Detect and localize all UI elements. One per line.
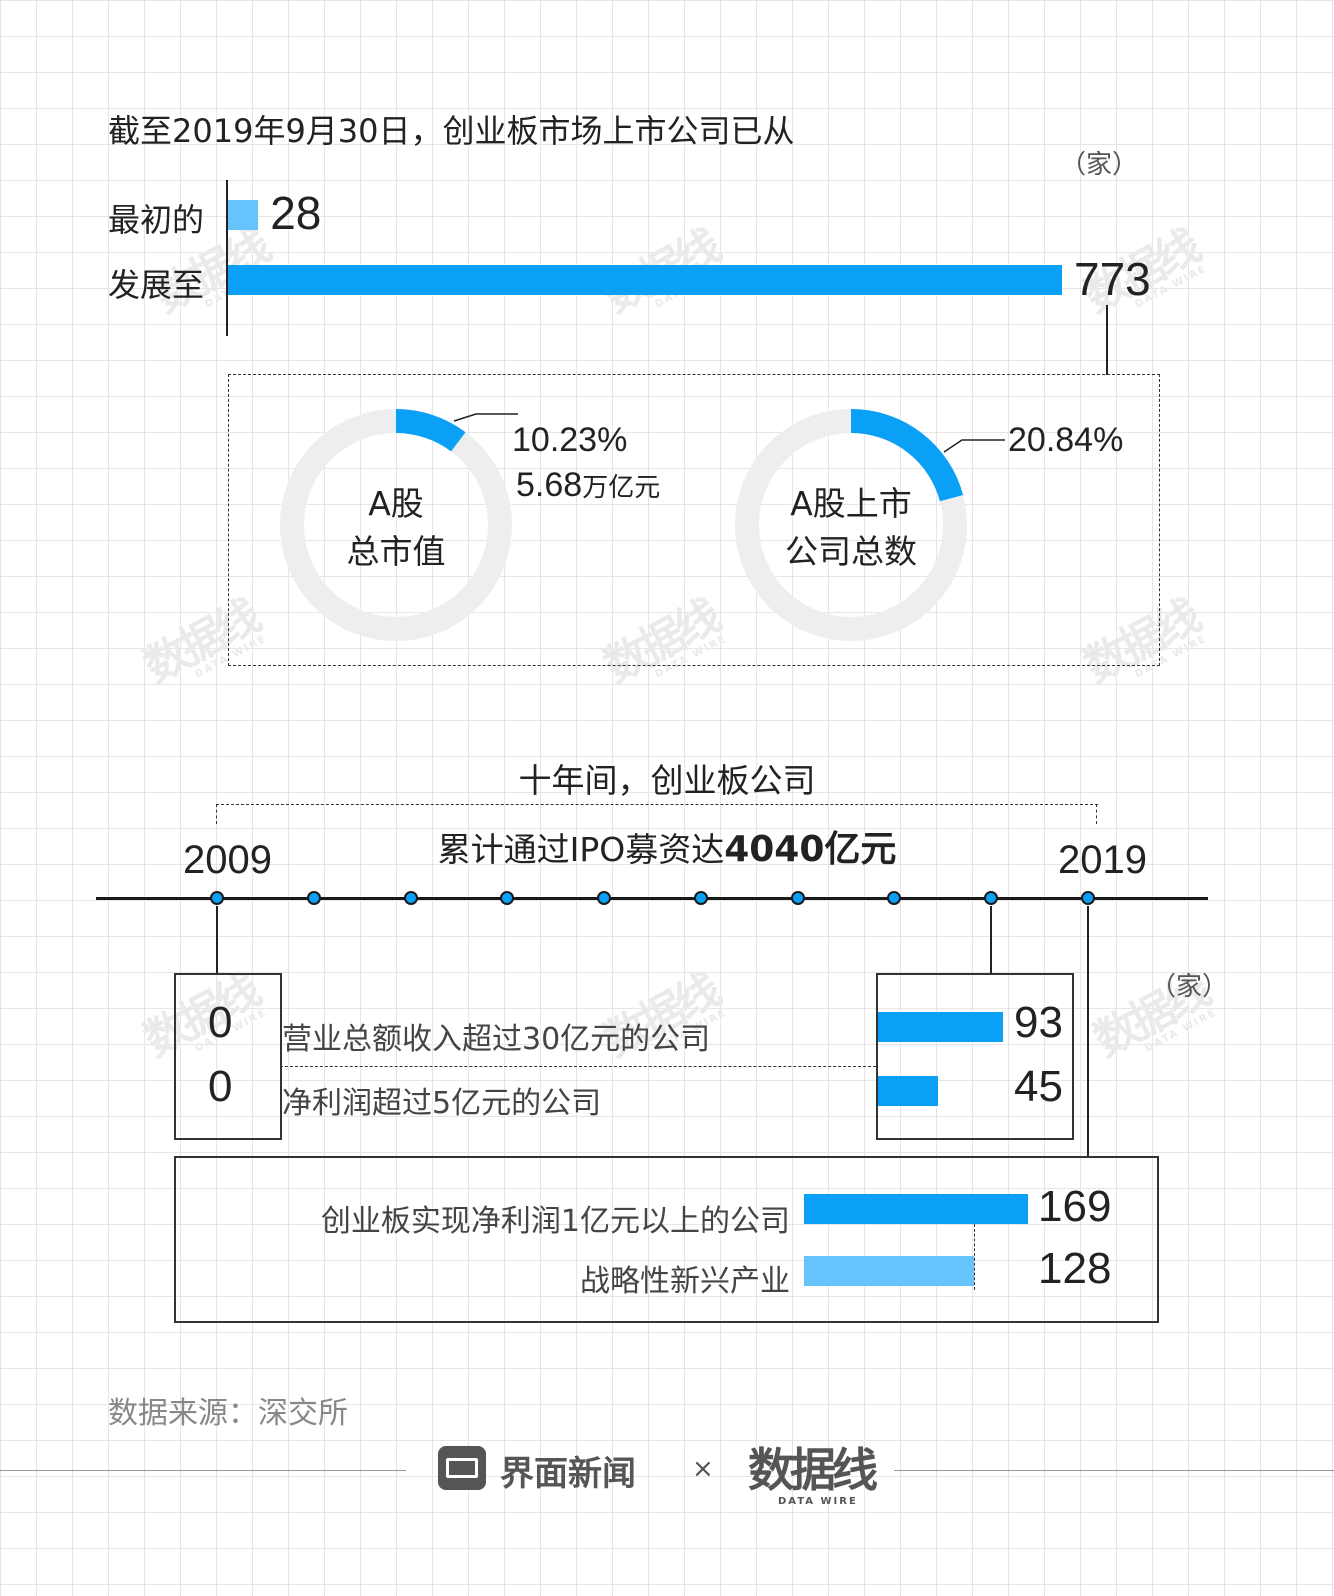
bottom-marker [973, 1224, 975, 1290]
donut-center-line: A股上市 [790, 484, 912, 523]
bar-axis [226, 180, 228, 336]
box-2019 [876, 973, 1074, 1140]
value-2019: 45 [1014, 1062, 1063, 1111]
timeline-dot [1081, 891, 1095, 905]
bottom-label: 创业板实现净利润1亿元以上的公司 [320, 1204, 790, 1239]
bar-value: 28 [270, 187, 322, 239]
source-note: 数据来源：深交所 [108, 1396, 348, 1431]
donut-center-label: A股 总市值 [296, 480, 496, 576]
timeline-title: 十年间，创业板公司 [518, 761, 816, 800]
bar-initial [228, 200, 259, 230]
subtitle-amount: 4040亿元 [724, 829, 897, 870]
bottom-label: 战略性新兴产业 [580, 1264, 790, 1299]
brand-name: 界面新闻 [500, 1454, 636, 1494]
timeline-dot [403, 891, 418, 905]
timeline-axis [96, 897, 1208, 900]
bar-value: 773 [1074, 253, 1151, 305]
timeline-dot [887, 891, 902, 905]
bracket-end [1096, 804, 1097, 824]
donut-arc-2 [850, 409, 964, 502]
connector-line [216, 906, 218, 974]
connector-line [990, 906, 992, 974]
end-year: 2019 [1058, 838, 1147, 882]
chart-title: 截至2019年9月30日，创业板市场上市公司已从 [108, 112, 795, 150]
leader-line-1 [453, 413, 518, 422]
leader-line-2 [943, 439, 1005, 453]
subtitle-prefix: 累计通过IPO募资达 [437, 830, 725, 869]
bar-current [228, 265, 1062, 295]
bottom-bar [804, 1256, 974, 1286]
compare-label: 营业总额收入超过30亿元的公司 [282, 1022, 711, 1057]
value-2009: 0 [208, 998, 233, 1047]
bottom-bar [804, 1194, 1028, 1224]
timeline-dot [500, 891, 515, 905]
unit-label: （家） [1150, 972, 1229, 1002]
bar-label: 最初的 [108, 201, 205, 239]
donut-svg [280, 409, 1005, 641]
timeline-dot [210, 891, 224, 905]
timeline-dot [597, 891, 612, 905]
donut-pct-label: 10.23% [512, 421, 628, 459]
brand-logo-icon [438, 1446, 486, 1490]
timeline-dot [693, 891, 708, 905]
donut-center-line: 总市值 [346, 532, 446, 571]
donut-arc-1 [395, 409, 466, 452]
start-year: 2009 [183, 838, 272, 882]
compare-label: 净利润超过5亿元的公司 [282, 1086, 602, 1121]
donut-panel [228, 374, 1160, 666]
bracket-end [216, 804, 217, 824]
timeline-dot [790, 891, 805, 905]
compare-divider [280, 1066, 876, 1067]
box-2009 [174, 973, 282, 1140]
times-symbol: × [692, 1454, 714, 1484]
donut-pct-label: 20.84% [1008, 421, 1124, 459]
value-2019: 93 [1014, 998, 1063, 1047]
donut-center-label: A股上市 公司总数 [751, 480, 951, 576]
partner-logo-sub: DATA WIRE [778, 1496, 858, 1507]
footer-rule [0, 1470, 406, 1471]
bar-2019 [878, 1012, 1003, 1042]
value-2009: 0 [208, 1062, 233, 1111]
timeline-dot [984, 891, 999, 905]
bottom-panel [174, 1156, 1159, 1323]
connector-line [1106, 305, 1108, 375]
bottom-value: 128 [1038, 1244, 1112, 1293]
connector-line [1087, 906, 1089, 1156]
timeline-subtitle: 累计通过IPO募资达4040亿元 [0, 820, 1334, 872]
footer-rule [894, 1470, 1334, 1471]
donut-center-line: 公司总数 [785, 532, 917, 571]
donut-extra-value: 5.68 [516, 466, 583, 504]
bar-2019 [878, 1076, 939, 1106]
partner-logo: 数据线 [748, 1443, 878, 1497]
bar-label: 发展至 [108, 266, 205, 304]
bottom-value: 169 [1038, 1182, 1112, 1231]
timeline-dot [306, 891, 321, 905]
donut-extra: 5.68万亿元 [516, 466, 660, 505]
unit-label: （家） [1060, 150, 1139, 180]
timeline-bracket [216, 804, 1098, 805]
donut-center-line: A股 [368, 484, 424, 523]
donut-extra-unit: 万亿元 [582, 473, 661, 503]
